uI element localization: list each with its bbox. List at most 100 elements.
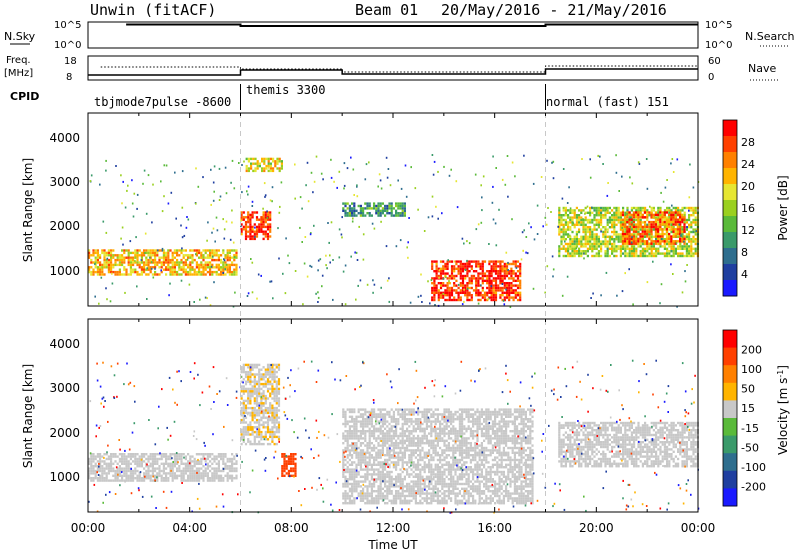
power-region-4-cell xyxy=(450,289,454,292)
power-region-6-cell xyxy=(679,232,682,236)
velocity-region-0-cell xyxy=(180,477,183,480)
power-region-5-cell xyxy=(573,252,576,255)
power-region-6-cell xyxy=(670,213,673,217)
velocity-region-0-cell xyxy=(121,457,124,461)
power-region-4-cell xyxy=(457,298,460,302)
velocity-region-3-cell xyxy=(395,499,398,502)
velocity-region-0-cell xyxy=(88,474,91,477)
power-region-0-cell xyxy=(101,263,104,267)
velocity-region-0-cell xyxy=(114,455,117,458)
velocity-region-1-cell xyxy=(273,368,276,371)
power-region-4-cell xyxy=(450,270,454,273)
velocity-region-0-cell xyxy=(118,453,121,456)
velocity-region-0-cell xyxy=(162,453,165,456)
power-region-5-cell xyxy=(593,240,596,243)
power-region-4-cell xyxy=(490,298,493,302)
velocity-region-1-cell xyxy=(242,368,245,371)
velocity-region-1-cell xyxy=(255,418,259,422)
velocity-region-0-cell xyxy=(154,460,157,463)
power-region-4-cell xyxy=(475,277,478,280)
velocity-region-2-cell xyxy=(281,467,284,470)
power-region-0-cell xyxy=(138,263,141,267)
velocity-region-1-cell xyxy=(275,414,278,417)
power-region-0-cell xyxy=(176,270,179,274)
velocity-region-0-cell xyxy=(103,453,106,456)
power-region-5-cell xyxy=(615,206,618,210)
power-region-1-cell xyxy=(260,223,263,226)
velocity-region-3-cell xyxy=(392,449,395,452)
power-region-5-cell xyxy=(661,218,664,222)
power-region-0-cell xyxy=(123,256,126,259)
velocity-region-0-cell xyxy=(206,479,209,482)
power-noise-cell xyxy=(354,251,356,254)
velocity-region-3-cell xyxy=(342,437,345,440)
power-region-4-cell xyxy=(505,262,509,266)
power-region-4-cell xyxy=(519,274,522,278)
power-region-0-cell xyxy=(189,261,192,264)
velocity-region-0-cell xyxy=(134,472,137,475)
power-region-1-cell xyxy=(244,223,248,226)
power-region-1-cell xyxy=(240,213,243,217)
power-noise-cell xyxy=(652,260,654,263)
velocity-region-3-cell xyxy=(364,480,367,483)
velocity-region-0-cell xyxy=(169,462,172,465)
power-region-0-cell xyxy=(94,270,97,274)
velocity-region-3-cell xyxy=(364,425,367,428)
power-noise-cell xyxy=(240,225,242,228)
power-region-0-cell xyxy=(136,251,139,255)
power-region-6-cell xyxy=(626,230,629,233)
power-region-5-cell xyxy=(597,226,600,229)
power-region-0-cell xyxy=(187,254,190,257)
velocity-region-3-cell xyxy=(348,449,351,452)
power-region-0-cell xyxy=(110,266,113,269)
power-region-0-cell xyxy=(213,266,216,269)
velocity-region-3-cell xyxy=(362,497,365,500)
power-region-0-cell xyxy=(151,273,154,276)
power-region-6-cell xyxy=(661,216,664,219)
power-region-5-cell xyxy=(571,218,574,222)
velocity-region-3-cell xyxy=(401,442,404,445)
power-ytick-3000: 3000 xyxy=(49,175,80,189)
power-region-5-cell xyxy=(666,206,669,210)
power-region-0-cell xyxy=(101,251,104,255)
power-noise-cell xyxy=(135,236,137,239)
power-region-0-cell xyxy=(114,258,117,262)
power-region-1-cell xyxy=(244,230,248,233)
velocity-region-0-cell xyxy=(195,462,198,465)
power-region-4-cell xyxy=(444,294,447,297)
power-region-5-cell xyxy=(641,252,644,255)
velocity-region-3-cell xyxy=(379,415,382,418)
power-region-3-cell xyxy=(359,209,362,212)
velocity-region-0-cell xyxy=(132,453,135,456)
power-region-3-cell xyxy=(366,202,369,205)
velocity-region-3-cell xyxy=(373,444,376,447)
velocity-region-3-cell xyxy=(370,502,373,505)
power-region-5-cell xyxy=(613,206,616,210)
power-region-4-cell xyxy=(519,272,522,275)
power-region-3-cell xyxy=(351,207,354,210)
velocity-region-3-cell xyxy=(373,482,376,486)
power-region-4-cell xyxy=(448,289,451,292)
velocity-region-3-cell xyxy=(403,422,406,426)
power-region-0-cell xyxy=(211,273,214,276)
power-noise-cell xyxy=(514,175,516,178)
power-region-0-cell xyxy=(195,266,198,269)
velocity-region-3-cell xyxy=(351,456,354,459)
velocity-region-3-cell xyxy=(388,422,391,426)
velocity-region-3-cell xyxy=(353,418,356,421)
power-region-1-cell xyxy=(262,216,265,219)
power-region-1-cell xyxy=(264,220,267,224)
power-region-0-cell xyxy=(154,256,157,259)
velocity-region-1-cell xyxy=(269,416,272,419)
power-region-6-cell xyxy=(626,225,629,229)
power-region-4-cell xyxy=(466,289,469,292)
velocity-region-3-cell xyxy=(366,478,369,481)
power-region-1-cell xyxy=(262,237,265,241)
power-region-4-cell xyxy=(453,270,456,273)
velocity-region-3-cell xyxy=(362,468,365,471)
power-region-0-cell xyxy=(209,268,212,271)
velocity-region-1-cell xyxy=(275,370,278,374)
velocity-region-3-cell xyxy=(386,434,389,438)
velocity-region-0-cell xyxy=(204,472,207,475)
power-region-0-cell xyxy=(200,256,203,259)
